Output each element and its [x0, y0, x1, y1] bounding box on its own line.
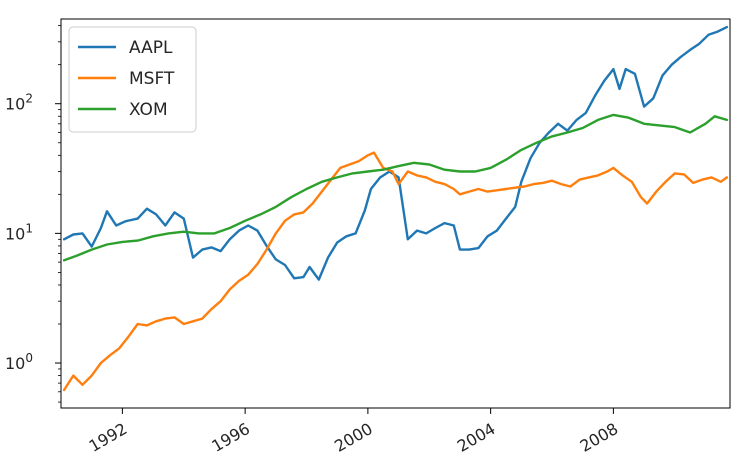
plot-frame [60, 18, 731, 409]
legend-label: MSFT [129, 69, 175, 89]
series-layer [62, 25, 729, 392]
y-tick-exponent: 1 [25, 221, 33, 235]
legend-box [68, 26, 197, 133]
x-tick-label: 2000 [331, 419, 376, 456]
x-tick-label: 2008 [577, 419, 622, 456]
y-tick-exponent: 2 [25, 92, 33, 106]
y-tick-exponent: 0 [25, 351, 33, 365]
x-tick-label: 2004 [454, 419, 499, 456]
legend-label: AAPL [129, 38, 173, 58]
x-tick-label: 1992 [86, 419, 131, 456]
y-tick-label: 102 [5, 92, 33, 114]
y-tick-base: 10 [5, 224, 25, 243]
legend-label: XOM [129, 100, 168, 120]
y-tick-label: 100 [5, 351, 33, 373]
y-tick-base: 10 [5, 354, 25, 373]
x-tick-label: 1996 [208, 419, 253, 456]
y-tick-label: 101 [5, 221, 33, 243]
legend: AAPL MSFT XOM [68, 26, 197, 133]
series-line-aapl [62, 25, 729, 281]
series-line-xom [62, 113, 729, 262]
y-tick-base: 10 [5, 95, 25, 114]
series-line-msft [62, 151, 729, 392]
